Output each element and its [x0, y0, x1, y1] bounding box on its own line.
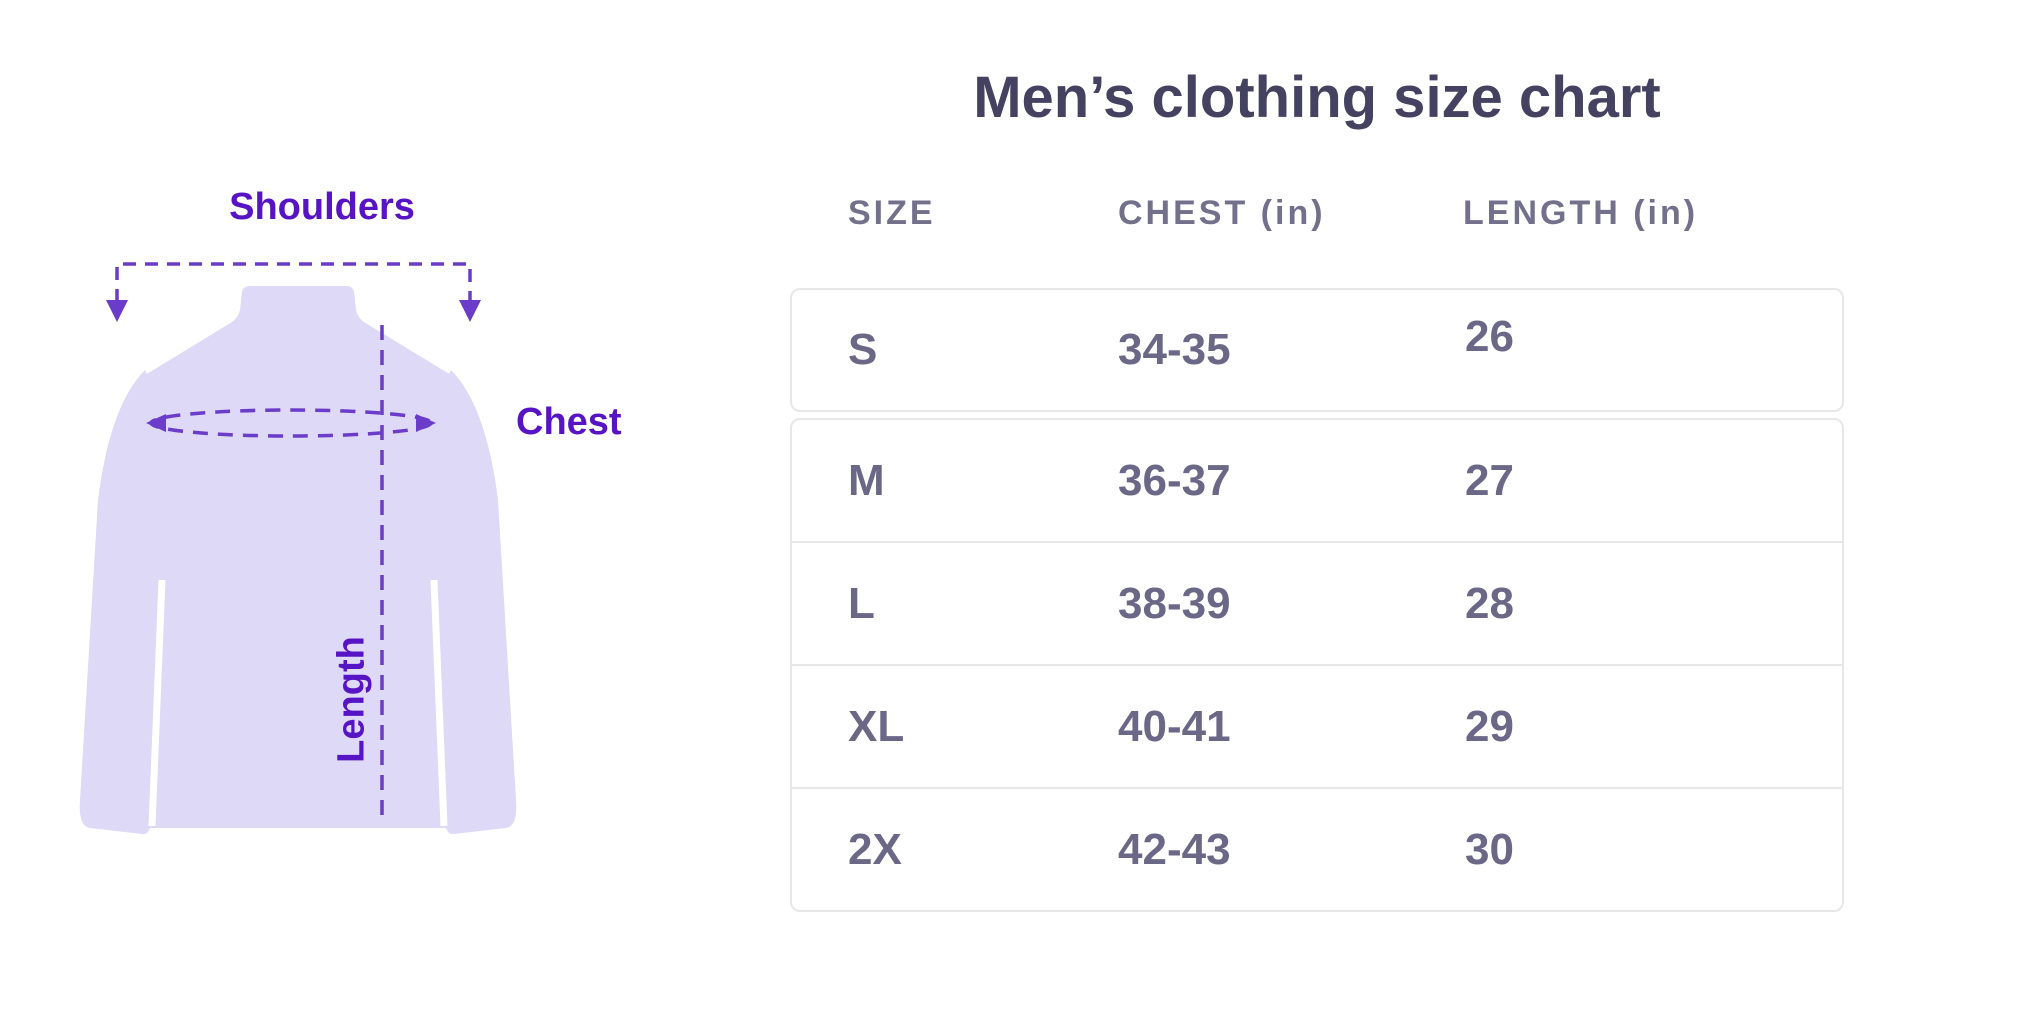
chest-arrow-left-icon — [146, 414, 166, 432]
length-label: Length — [330, 636, 373, 763]
column-header-size: SIZE — [848, 194, 936, 232]
chest-arrow-right-icon — [416, 414, 436, 432]
shoulders-label: Shoulders — [229, 186, 415, 228]
chest-cell: 38-39 — [1118, 578, 1231, 628]
column-header-length: LENGTH (in) — [1463, 194, 1699, 232]
chest-cell: 34-35 — [1118, 325, 1231, 374]
table-row: L 38-39 28 — [792, 541, 1842, 664]
table-row: 2X 42-43 30 — [792, 787, 1842, 910]
shirt-torso — [134, 286, 462, 828]
sleeve-gap-left — [148, 579, 166, 827]
shoulders-arrow-left-icon — [106, 300, 128, 322]
chest-cell: 42-43 — [1118, 824, 1231, 874]
chest-label: Chest — [516, 401, 622, 443]
table-row: XL 40-41 29 — [792, 664, 1842, 787]
sleeve-gap-right — [430, 579, 448, 827]
size-cell: L — [848, 578, 875, 628]
size-table-card-bottom: M 36-37 27 L 38-39 28 XL 40-41 29 2X 42-… — [790, 418, 1844, 912]
table-row: S 34-35 26 — [792, 290, 1842, 410]
column-header-chest: CHEST (in) — [1118, 194, 1326, 232]
length-cell: 29 — [1465, 701, 1514, 751]
page-title: Men’s clothing size chart — [973, 65, 1661, 130]
length-cell: 26 — [1465, 312, 1514, 361]
size-table-card-top: S 34-35 26 — [790, 288, 1844, 412]
shirt-illustration — [79, 262, 517, 835]
length-cell: 27 — [1465, 455, 1514, 505]
length-cell: 28 — [1465, 578, 1514, 628]
chest-cell: 36-37 — [1118, 455, 1231, 505]
size-cell: M — [848, 455, 885, 505]
table-row: M 36-37 27 — [792, 420, 1842, 541]
length-cell: 30 — [1465, 824, 1514, 874]
shoulders-arrow-right-icon — [459, 300, 481, 322]
size-cell: XL — [848, 701, 905, 751]
size-cell: 2X — [848, 824, 902, 874]
chest-cell: 40-41 — [1118, 701, 1231, 751]
size-cell: S — [848, 325, 878, 374]
